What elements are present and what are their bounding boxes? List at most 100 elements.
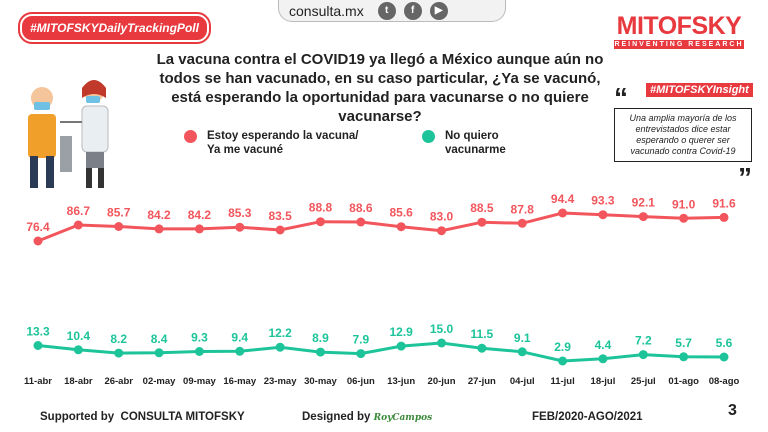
series-1-point — [275, 225, 285, 235]
series-1-data-label: 88.6 — [349, 201, 373, 215]
series-1-data-label: 76.4 — [26, 220, 50, 234]
series-2-data-label: 9.3 — [191, 331, 208, 345]
series-1-point — [73, 220, 83, 230]
series-1-data-label: 84.2 — [147, 208, 171, 222]
footer-period: FEB/2020-AGO/2021 — [532, 411, 643, 423]
series-2-data-label: 4.4 — [595, 338, 612, 352]
insight-text: Una amplia mayoría de los entrevistados … — [614, 108, 752, 162]
x-tick-label: 25-jul — [631, 376, 656, 387]
series-2-data-label: 8.9 — [312, 331, 329, 345]
series-1-data-label: 86.7 — [67, 204, 91, 218]
series-2-point — [598, 354, 608, 364]
series-2-data-label: 12.9 — [389, 325, 413, 339]
series-1-point — [638, 212, 648, 222]
legend-swatch-2 — [422, 130, 435, 143]
series-2-point — [477, 343, 487, 353]
twitter-icon[interactable]: t — [377, 1, 396, 20]
series-1-point — [598, 210, 608, 220]
hashtag-badge: #MITOFSKYDailyTrackingPoll — [18, 12, 211, 44]
series-1-data-label: 88.8 — [309, 201, 333, 215]
legend-label-2a: No quiero — [445, 130, 499, 142]
x-tick-label: 11-abr — [24, 376, 52, 387]
series-1-point — [114, 222, 124, 231]
series-1-point — [235, 222, 245, 232]
quote-close-icon: ” — [738, 162, 752, 193]
series-2-data-label: 13.3 — [26, 325, 50, 339]
x-tick-label: 27-jun — [468, 376, 496, 387]
series-2-data-label: 11.5 — [471, 327, 494, 341]
x-tick-label: 18-abr — [64, 376, 93, 387]
x-tick-label: 01-ago — [668, 376, 699, 387]
legend-swatch-1 — [184, 130, 197, 143]
legend-label-2b: vacunarme — [445, 144, 506, 156]
series-2-data-label: 7.9 — [352, 333, 369, 347]
series-2-data-label: 7.2 — [635, 334, 652, 348]
survey-question: La vacuna contra el COVID19 ya llegó a M… — [156, 51, 604, 125]
legend-label-1b: Ya me vacuné — [207, 144, 284, 156]
series-2-data-label: 9.1 — [514, 331, 531, 345]
series-1-data-label: 83.0 — [430, 210, 454, 224]
footer-supported-prefix: Supported by — [40, 411, 115, 423]
series-2-data-label: 5.6 — [716, 336, 733, 350]
series-1-data-label: 85.6 — [389, 206, 413, 220]
series-1-point — [558, 208, 568, 218]
series-2-point — [437, 338, 447, 348]
series-1-point — [154, 224, 164, 234]
series-1-data-label: 93.3 — [591, 194, 615, 208]
series-1-data-label: 91.6 — [712, 196, 736, 210]
series-1-data-label: 85.3 — [228, 206, 252, 220]
series-2-point — [154, 348, 164, 358]
site-link[interactable]: consulta.mx — [289, 2, 364, 19]
insight-tag: #MITOFSKYInsight — [646, 83, 753, 97]
legend-series-2: No quiero vacunarme — [422, 129, 506, 157]
x-tick-label: 02-may — [143, 376, 176, 387]
x-tick-label: 08-ago — [709, 376, 740, 387]
series-2-data-label: 5.7 — [675, 336, 692, 350]
series-2-point — [315, 347, 325, 357]
series-1-point — [517, 218, 527, 228]
series-2-point — [719, 352, 729, 362]
x-tick-label: 18-jul — [591, 376, 616, 387]
series-2-data-label: 9.4 — [231, 330, 248, 344]
series-2-data-label: 8.2 — [110, 332, 127, 346]
x-tick-label: 06-jun — [347, 376, 375, 387]
series-2-point — [679, 352, 689, 362]
series-2-data-label: 15.0 — [430, 322, 454, 336]
vaccination-illustration-icon — [28, 80, 109, 188]
series-2-point — [517, 347, 527, 357]
series-2-data-label: 12.2 — [268, 326, 292, 340]
brand-name: MITOFSKY — [616, 12, 742, 40]
series-1-point — [719, 212, 729, 222]
series-1-point — [396, 222, 406, 232]
series-1-data-label: 91.0 — [672, 197, 696, 211]
youtube-icon[interactable]: ▶ — [429, 1, 448, 20]
series-1-point — [315, 217, 325, 227]
x-tick-label: 13-jun — [387, 376, 415, 387]
x-tick-label: 04-jul — [510, 376, 535, 387]
series-1-data-label: 85.7 — [107, 206, 131, 220]
footer-supported-name: CONSULTA MITOFSKY — [120, 411, 245, 423]
brand-tagline: REINVENTING RESEARCH — [614, 40, 744, 49]
facebook-icon[interactable]: f — [403, 1, 422, 20]
series-2-data-label: 8.4 — [151, 332, 168, 346]
series-2-point — [194, 347, 204, 356]
series-2-point — [33, 341, 43, 350]
series-1-point — [679, 213, 689, 223]
series-1-data-label: 87.8 — [511, 202, 535, 216]
series-2-point — [275, 342, 285, 352]
footer-supported: Supported by CONSULTA MITOFSKY — [40, 411, 245, 423]
series-2-point — [235, 346, 245, 356]
x-tick-label: 16-may — [223, 376, 256, 387]
series-1-point — [33, 236, 43, 246]
footer-designed: Designed by RoyCampos — [302, 411, 432, 423]
insight-panel: “ #MITOFSKYInsight Una amplia mayoría de… — [614, 80, 753, 192]
series-2-point — [638, 350, 648, 360]
x-tick-label: 09-may — [183, 376, 216, 387]
series-2-data-label: 10.4 — [67, 329, 91, 343]
series-2-line — [37, 341, 725, 363]
brand-logo: MITOFSKY REINVENTING RESEARCH — [614, 12, 744, 49]
series-1-point — [194, 224, 204, 234]
series-2-data-label: 2.9 — [554, 340, 571, 354]
series-1-point — [477, 217, 487, 227]
